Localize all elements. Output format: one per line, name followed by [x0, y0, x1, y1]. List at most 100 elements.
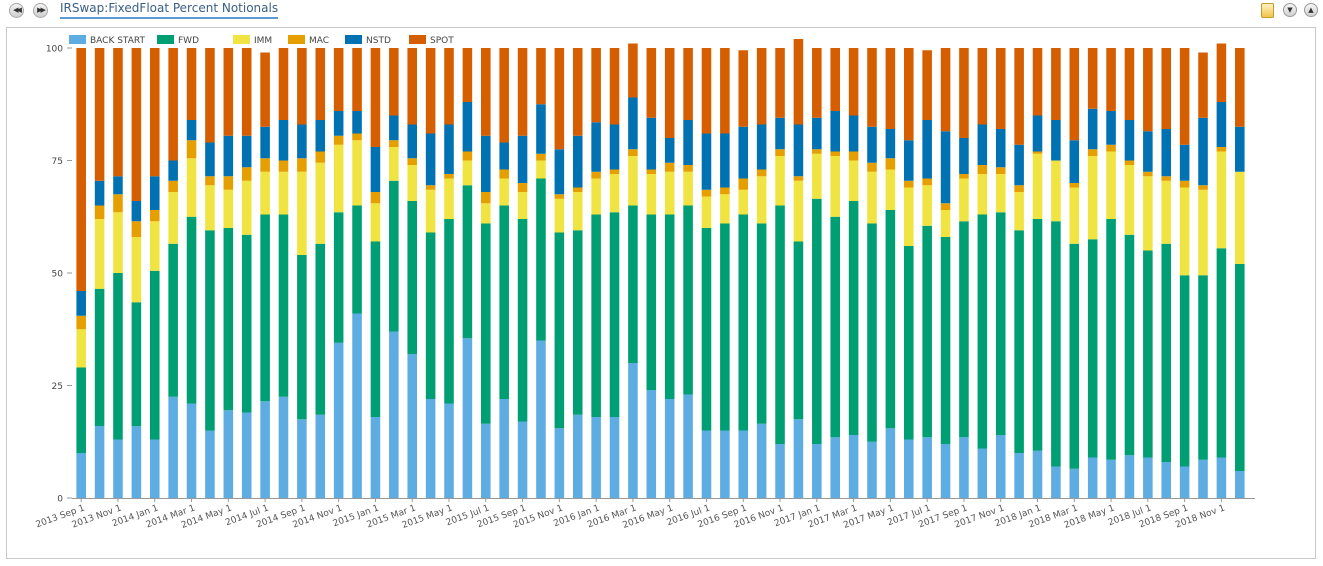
bar-segment	[775, 205, 785, 444]
bar-segment	[609, 124, 620, 170]
bar-segment	[922, 50, 932, 120]
bar-segment	[867, 441, 877, 498]
bar-segment	[922, 120, 932, 179]
bar-segment	[481, 135, 491, 192]
bar-segment	[131, 201, 142, 222]
bar-segment	[1143, 457, 1153, 498]
bar-segment	[499, 142, 509, 170]
bar-segment	[995, 174, 1006, 213]
bar-segment	[959, 48, 969, 138]
bar-segment	[407, 158, 417, 165]
bar-segment	[664, 214, 675, 399]
bar-segment	[1216, 147, 1227, 152]
bar-segment	[297, 255, 307, 420]
bar-segment	[848, 151, 859, 161]
bar-segment	[738, 178, 749, 190]
bar-segment	[149, 439, 160, 498]
bar-segment	[959, 221, 969, 438]
bar-segment	[572, 48, 583, 136]
legend-label: NSTD	[366, 36, 391, 46]
bar-segment	[352, 205, 362, 314]
bar-segment	[76, 329, 86, 368]
y-tick-label: 50	[52, 270, 64, 280]
legend-swatch	[69, 35, 86, 44]
bar-segment	[775, 444, 785, 498]
bar-segment	[462, 151, 473, 161]
bar-segment	[389, 140, 399, 147]
bar-segment	[241, 234, 252, 413]
bar-segment	[977, 448, 988, 498]
bar-segment	[370, 417, 381, 498]
bar-segment	[223, 48, 234, 136]
bar-segment	[278, 214, 289, 397]
bar-segment	[370, 192, 381, 204]
bar-segment	[701, 430, 712, 498]
bar-segment	[701, 133, 712, 190]
bar-segment	[297, 171, 307, 255]
bar-segment	[995, 129, 1006, 168]
bar-segment	[444, 219, 454, 404]
bar-segment	[260, 171, 270, 215]
bar-segment	[278, 396, 289, 498]
bar-segment	[720, 430, 730, 498]
bar-segment	[903, 187, 914, 246]
bar-segment	[1014, 48, 1024, 145]
bar-segment	[113, 48, 123, 177]
bar-segment	[738, 50, 749, 127]
bar-segment	[517, 135, 528, 183]
bar-segment	[186, 120, 197, 141]
fast-forward-icon[interactable]: ▶▶	[33, 3, 48, 18]
bar-segment	[738, 430, 749, 498]
notebook-icon[interactable]	[1261, 3, 1274, 18]
bar-segment	[1069, 183, 1080, 188]
bar-segment	[517, 219, 528, 422]
bar-segment	[168, 243, 178, 397]
bar-segment	[1143, 176, 1153, 251]
bar-segment	[720, 187, 730, 195]
bar-segment	[260, 401, 270, 498]
bar-segment	[572, 414, 583, 498]
bar-segment	[1216, 43, 1227, 102]
bar-segment	[1179, 180, 1190, 188]
bar-segment	[241, 167, 252, 181]
expand-icon[interactable]: ▼	[1283, 3, 1297, 17]
bar-segment	[1069, 243, 1080, 469]
bar-segment	[848, 201, 859, 435]
legend-swatch	[233, 35, 250, 44]
bar-segment	[885, 210, 896, 429]
bar-segment	[536, 340, 546, 498]
collapse-icon[interactable]: ▲	[1304, 3, 1318, 17]
bar-segment	[646, 169, 657, 174]
bar-segment	[701, 48, 712, 134]
bar-segment	[812, 149, 822, 154]
bar-segment	[1235, 264, 1245, 471]
bar-segment	[701, 189, 712, 197]
bar-segment	[793, 39, 804, 125]
bar-segment	[76, 291, 86, 316]
bar-segment	[1124, 165, 1135, 235]
bar-segment	[1124, 48, 1135, 120]
legend-label: SPOT	[430, 36, 454, 46]
bar-segment	[609, 174, 620, 213]
bar-segment	[554, 149, 565, 195]
bar-segment	[756, 124, 767, 170]
bar-segment	[333, 135, 344, 145]
legend-label: FWD	[178, 36, 199, 46]
bar-segment	[1179, 275, 1190, 467]
y-tick-label: 0	[57, 495, 63, 505]
bar-segment	[1106, 144, 1116, 152]
bar-segment	[1106, 48, 1116, 111]
bar-segment	[1179, 187, 1190, 276]
bar-segment	[444, 403, 454, 498]
bar-segment	[168, 48, 178, 161]
bar-segment	[205, 176, 215, 186]
bar-segment	[481, 203, 491, 224]
rewind-icon[interactable]: ◀◀	[9, 3, 24, 18]
bar-segment	[720, 133, 730, 188]
bar-segment	[223, 410, 234, 498]
bar-segment	[297, 419, 307, 498]
legend-swatch	[345, 35, 362, 44]
bar-segment	[1124, 120, 1135, 161]
bar-segment	[333, 212, 344, 343]
bar-segment	[664, 138, 675, 163]
